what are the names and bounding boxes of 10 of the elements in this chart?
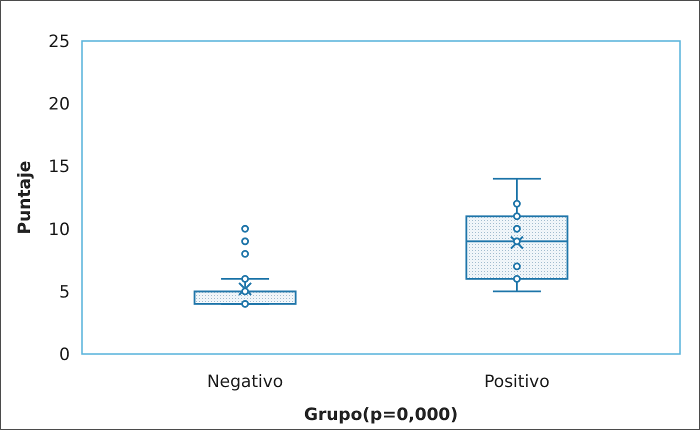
x-tick-label: Positivo xyxy=(484,372,550,392)
x-axis-title: Grupo(p=0,000) xyxy=(304,405,458,425)
y-tick-label: 0 xyxy=(59,344,70,365)
y-tick-label: 5 xyxy=(59,282,70,302)
y-tick-label: 25 xyxy=(48,32,70,52)
y-axis-title: Puntaje xyxy=(15,160,35,234)
y-tick-label: 20 xyxy=(48,94,70,115)
x-tick-label: Negativo xyxy=(206,372,284,392)
y-tick-label: 10 xyxy=(48,220,70,240)
y-tick-label: 15 xyxy=(48,157,70,178)
